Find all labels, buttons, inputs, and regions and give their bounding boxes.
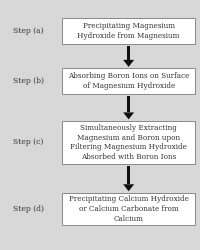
- Polygon shape: [122, 184, 134, 191]
- Text: Precipitating Calcium Hydroxide
or Calcium Carbonate from
Calcium: Precipitating Calcium Hydroxide or Calci…: [68, 195, 188, 222]
- Bar: [62, 121, 194, 164]
- Bar: [62, 18, 194, 44]
- Bar: [62, 192, 194, 225]
- Text: Step (d): Step (d): [13, 205, 43, 213]
- Text: Simultaneously Extracting
Magnesium and Boron upon
Filtering Magnesium Hydroxide: Simultaneously Extracting Magnesium and …: [70, 124, 186, 161]
- Polygon shape: [122, 60, 134, 67]
- Polygon shape: [122, 112, 134, 119]
- Text: Step (c): Step (c): [13, 138, 43, 146]
- Bar: [62, 68, 194, 94]
- Text: Precipitating Magnesium
Hydroxide from Magnesium: Precipitating Magnesium Hydroxide from M…: [77, 22, 179, 40]
- Bar: [126, 96, 130, 112]
- Text: Absorbing Boron Ions on Surface
of Magnesium Hydroxide: Absorbing Boron Ions on Surface of Magne…: [68, 72, 188, 90]
- Bar: [126, 46, 130, 60]
- Bar: [126, 166, 130, 184]
- Text: Step (b): Step (b): [13, 77, 43, 85]
- Text: Step (a): Step (a): [13, 27, 43, 35]
